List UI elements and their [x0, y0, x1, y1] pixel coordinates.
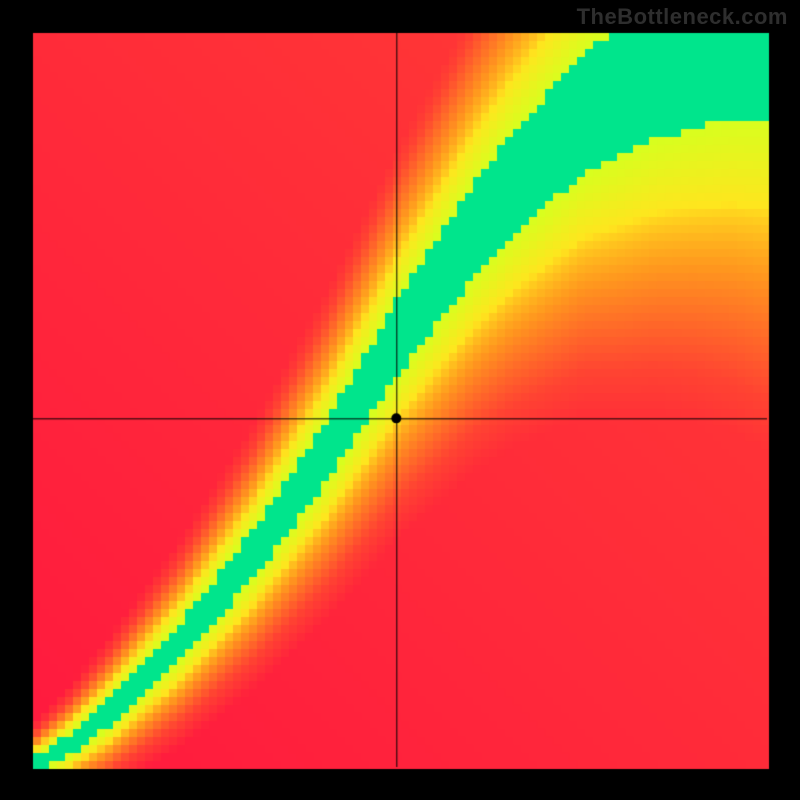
watermark-text: TheBottleneck.com	[577, 4, 788, 30]
bottleneck-heatmap	[0, 0, 800, 800]
